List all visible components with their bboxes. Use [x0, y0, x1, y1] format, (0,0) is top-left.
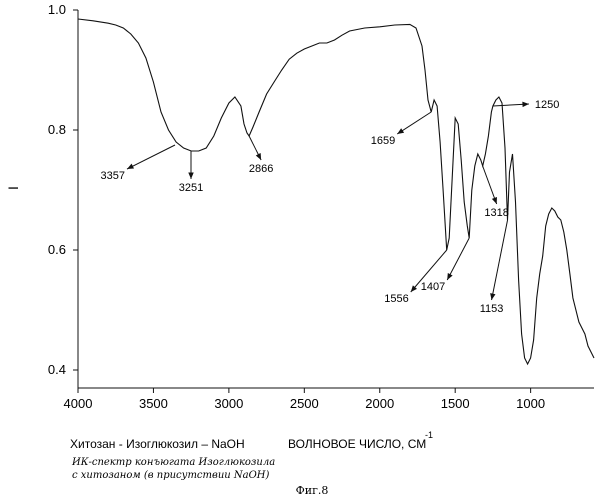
x-axis-label: ВОЛНОВОЕ ЧИСЛО, СМ: [288, 437, 426, 451]
x-tick-label: 1000: [516, 396, 545, 411]
y-tick-label: 0.6: [48, 242, 66, 257]
annotation-arrow-head: [397, 128, 405, 134]
annotation-arrow-head: [127, 163, 134, 169]
annotation-arrow-line: [396, 111, 432, 135]
annotation-arrow-head: [410, 285, 418, 292]
annotation-label: 3357: [101, 170, 125, 182]
annotation-label: 1659: [371, 135, 395, 147]
annotation-label: 1153: [480, 303, 504, 315]
x-tick-label: 2500: [290, 396, 319, 411]
annotation-arrow-head: [490, 293, 496, 300]
annotation-label: 1250: [535, 99, 559, 111]
x-tick-label: 3500: [139, 396, 168, 411]
annotation-arrow-line: [491, 219, 509, 301]
annotation-label: 2866: [249, 163, 273, 175]
handwritten-note-line1: ИК-спектр конъюгата Изоглюкозила: [71, 457, 275, 468]
chart-ticks: 4000 3500 3000 2500 2000 1500 1000 1.0 0.8 0.6 0.4: [48, 2, 545, 411]
y-axis-label: I: [5, 186, 21, 190]
x-tick-label: 1500: [441, 396, 470, 411]
x-tick-label: 4000: [64, 396, 93, 411]
annotation-arrow-line: [410, 249, 448, 293]
annotation-label: 3251: [179, 182, 203, 194]
y-tick-label: 0.8: [48, 122, 66, 137]
annotation-arrow-head: [447, 273, 453, 280]
annotation-arrow-head: [255, 153, 262, 160]
chart-axes: [77, 10, 594, 389]
annotation-label: 1318: [484, 207, 508, 219]
annotation-arrow-head: [522, 101, 529, 108]
annotation-arrow-line: [482, 165, 498, 205]
x-axis-label-superscript: -1: [425, 430, 433, 440]
annotation-label: 1407: [421, 281, 445, 293]
spectrum-line: [77, 18, 595, 366]
x-tick-label: 2000: [365, 396, 394, 411]
x-axis-label-prefix: Хитозан - Изоглюкозил – NaOH: [70, 437, 245, 451]
annotation-arrow-head: [491, 197, 497, 204]
y-tick-label: 0.4: [48, 362, 66, 377]
annotation-arrow-line: [446, 237, 470, 281]
chart-series: [77, 18, 595, 366]
x-tick-label: 3000: [214, 396, 243, 411]
annotation-arrow-head: [188, 172, 194, 179]
handwritten-note-line2: с хитозаном (в присутствии NaOH): [72, 470, 270, 481]
annotation-arrow-line: [126, 144, 176, 170]
figure-caption: Фиг.8: [296, 484, 329, 497]
y-tick-label: 1.0: [48, 2, 66, 17]
annotation-label: 1556: [384, 293, 408, 305]
chart-annotations: 3357 3251 2866 1659 1556 1407 1318 1250 1153: [101, 99, 560, 315]
